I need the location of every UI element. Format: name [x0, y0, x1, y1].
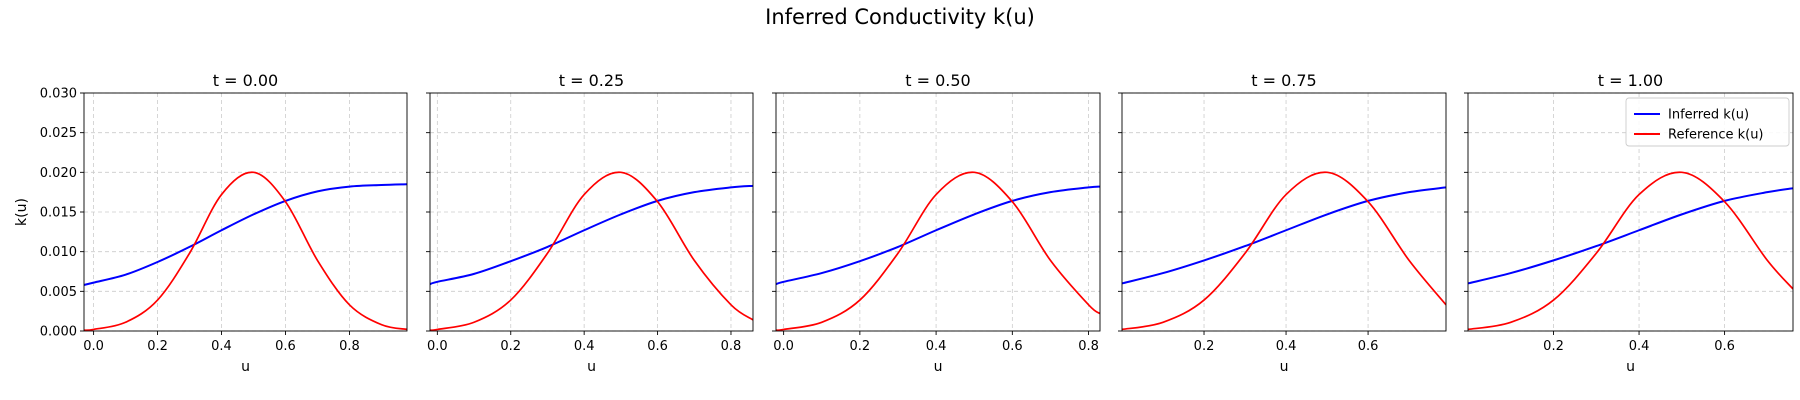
x-tick-label: 0.0: [83, 339, 104, 354]
panel-title: t = 0.75: [1251, 71, 1316, 90]
chart-panel-0: 0.0 0.2 0.4 0.6 0.8 0.000 0.005 0.010 0.015 0.020…: [14, 71, 408, 375]
series-group: [1468, 171, 1793, 331]
x-tick-label: 0.4: [574, 339, 595, 354]
x-tick-label: 0.8: [339, 339, 360, 354]
y-tick-label: 0.030: [40, 87, 77, 102]
y-tick-label: 0.015: [40, 206, 77, 221]
series-line-inferred: [1122, 186, 1446, 285]
x-tick-label: 0.2: [1543, 339, 1564, 354]
x-tick-label: 0.8: [1078, 339, 1099, 354]
y-tick-label: 0.025: [40, 126, 77, 141]
x-axis-label: u: [587, 359, 596, 375]
x-tick-label: 0.0: [427, 339, 448, 354]
series-group: [1122, 171, 1446, 331]
x-tick-label: 0.0: [773, 339, 794, 354]
x-tick-label: 0.6: [275, 339, 296, 354]
figure-title: Inferred Conductivity k(u): [765, 5, 1035, 29]
series-line-inferred: [84, 183, 407, 286]
x-tick-label: 0.2: [1194, 339, 1215, 354]
y-tick-label: 0.005: [40, 285, 77, 300]
series-line-inferred: [430, 184, 753, 286]
x-tick-label: 0.2: [500, 339, 521, 354]
chart-panel-3: 0.2 0.4 0.6 t = 0.75 u: [1118, 71, 1447, 375]
x-axis-label: u: [934, 359, 943, 375]
series-line-reference: [430, 171, 753, 331]
y-axis-label: k(u): [14, 198, 30, 226]
series-line-reference: [1122, 171, 1446, 331]
x-axis-label: u: [1626, 359, 1635, 375]
x-tick-label: 0.4: [211, 339, 232, 354]
chart-panel-1: 0.0 0.2 0.4 0.6 0.8 t = 0.25 u: [426, 71, 754, 375]
x-tick-label: 0.2: [147, 339, 168, 354]
legend-box: [1625, 97, 1790, 147]
chart-panel-2: 0.0 0.2 0.4 0.6 0.8 t = 0.50 u: [772, 71, 1101, 375]
y-tick-label: 0.000: [40, 325, 77, 340]
x-tick-label: 0.6: [1358, 339, 1379, 354]
legend: Inferred k(u) Reference k(u): [1625, 97, 1790, 147]
series-group: [776, 171, 1100, 331]
x-tick-label: 0.4: [1276, 339, 1297, 354]
x-tick-label: 0.2: [850, 339, 871, 354]
x-axis-label: u: [1280, 359, 1289, 375]
y-tick-label: 0.020: [40, 166, 77, 181]
series-line-inferred: [1468, 187, 1793, 285]
x-tick-label: 0.6: [1714, 339, 1735, 354]
chart-panel-4: 0.2 0.4 0.6 t = 1.00 u Inferred k(u) Reference…: [1464, 71, 1794, 375]
panel-title: t = 0.25: [559, 71, 624, 90]
x-axis-label: u: [241, 359, 250, 375]
x-tick-label: 0.4: [926, 339, 947, 354]
series-line-reference: [84, 171, 407, 331]
x-tick-label: 0.6: [647, 339, 668, 354]
series-line-reference: [1468, 171, 1793, 331]
series-group: [84, 171, 407, 331]
series-line-reference: [776, 171, 1100, 331]
legend-label: Inferred k(u): [1668, 108, 1749, 123]
x-tick-label: 0.8: [721, 339, 742, 354]
series-group: [430, 171, 753, 331]
panel-title: t = 0.50: [905, 71, 970, 90]
x-tick-label: 0.4: [1629, 339, 1650, 354]
x-tick-label: 0.6: [1002, 339, 1023, 354]
y-tick-label: 0.010: [40, 245, 77, 260]
panel-title: t = 1.00: [1598, 71, 1663, 90]
legend-label: Reference k(u): [1668, 128, 1764, 143]
panel-title: t = 0.00: [213, 71, 278, 90]
series-line-inferred: [776, 185, 1100, 286]
